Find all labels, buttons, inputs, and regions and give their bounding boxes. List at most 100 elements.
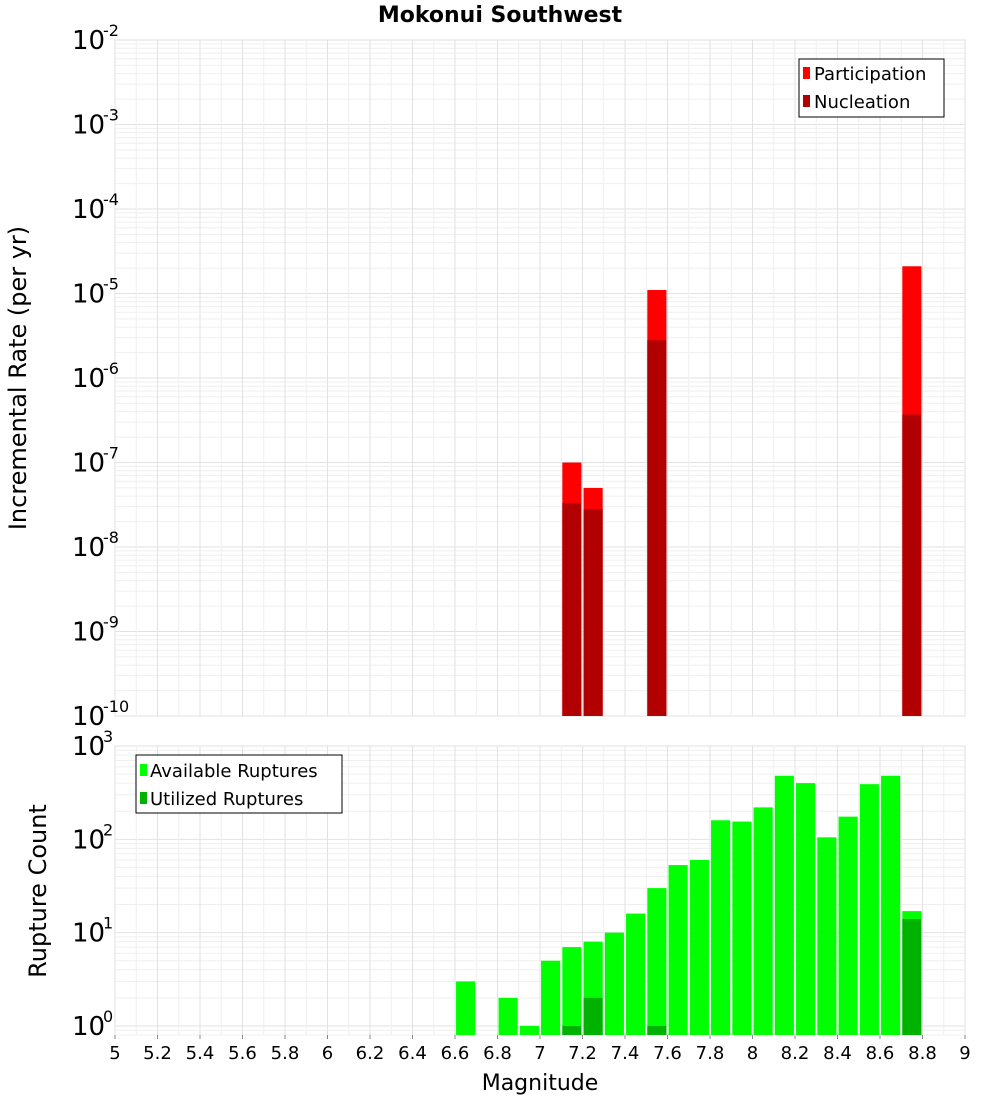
rate-y-axis-label: Incremental Rate (per yr) [4, 226, 32, 530]
x-tick-label: 8.2 [781, 1043, 810, 1064]
rate-y-tick-label: 10-2 [72, 21, 119, 56]
x-tick-label: 7.8 [696, 1043, 725, 1064]
x-ticks: 5 5.2 5.4 5.6 5.8 6 6.2 6.4 6.6 6.8 7 7.2 7.4 7.6 7.8 8… [109, 1035, 971, 1064]
tick-exponent: -2 [103, 21, 119, 40]
available-ruptures-bar [562, 947, 582, 1035]
count-y-tick-label: 101 [72, 914, 113, 949]
chart-title: Mokonui Southwest [378, 3, 623, 28]
tick-base: 10 [72, 1012, 105, 1042]
available-ruptures-bar [711, 820, 731, 1035]
x-tick-label: 9 [959, 1043, 970, 1064]
nucleation-legend-label: Nucleation [814, 92, 910, 113]
rate-y-tick-label: 10-6 [72, 359, 119, 394]
nucleation-bar [902, 414, 922, 716]
count-y-tick-label: 100 [72, 1007, 113, 1042]
utilized-ruptures-bar [583, 997, 603, 1035]
tick-exponent: 3 [103, 727, 113, 746]
rate-y-tick-label: 10-10 [72, 697, 129, 732]
available-ruptures-bar [689, 860, 709, 1035]
nucleation-bar [583, 509, 603, 716]
nucleation-bar [647, 340, 667, 716]
available-ruptures-bar [604, 932, 624, 1035]
utilized-ruptures-bar [562, 1025, 582, 1035]
rate-y-tick-label: 10-3 [72, 106, 119, 141]
x-tick-label: 7 [534, 1043, 545, 1064]
available-legend-swatch [140, 764, 147, 776]
tick-base: 10 [72, 702, 105, 732]
available-ruptures-bar [859, 784, 879, 1035]
x-tick-label: 8 [747, 1043, 758, 1064]
utilized-legend-label: Utilized Ruptures [150, 789, 303, 810]
available-ruptures-bar [541, 960, 561, 1035]
tick-exponent: -4 [103, 190, 119, 209]
tick-base: 10 [72, 111, 105, 141]
x-tick-label: 6.8 [483, 1043, 512, 1064]
x-tick-label: 7.6 [653, 1043, 682, 1064]
participation-legend-label: Participation [814, 64, 926, 85]
available-ruptures-bar [796, 783, 816, 1035]
available-ruptures-bar [668, 865, 688, 1035]
tick-exponent: 0 [103, 1007, 113, 1026]
rate-y-tick-label: 10-4 [72, 190, 119, 225]
tick-base: 10 [72, 732, 105, 762]
rate-gridlines [114, 39, 966, 717]
count-y-axis-label: Rupture Count [24, 804, 52, 978]
rate-y-tick-label: 10-7 [72, 444, 119, 479]
utilized-legend-swatch [140, 792, 147, 804]
x-tick-label: 7.2 [568, 1043, 597, 1064]
tick-exponent: -8 [103, 528, 119, 547]
rate-y-tick-label: 10-8 [72, 528, 119, 563]
x-tick-label: 7.4 [611, 1043, 640, 1064]
available-ruptures-bar [498, 997, 518, 1035]
available-ruptures-bar [647, 888, 667, 1035]
nucleation-legend-swatch [803, 95, 810, 107]
available-ruptures-bar [519, 1025, 539, 1035]
available-ruptures-bar [881, 775, 901, 1035]
x-tick-label: 6 [322, 1043, 333, 1064]
available-ruptures-bar [774, 775, 794, 1035]
tick-exponent: 1 [103, 914, 113, 933]
tick-base: 10 [72, 449, 105, 479]
x-tick-label: 5.6 [228, 1043, 257, 1064]
count-y-tick-label: 103 [72, 727, 113, 762]
rate-y-tick-label: 10-5 [72, 275, 119, 310]
count-legend: Available Ruptures Utilized Ruptures [135, 754, 343, 814]
x-tick-label: 6.6 [441, 1043, 470, 1064]
available-ruptures-bar [456, 981, 476, 1035]
tick-base: 10 [72, 26, 105, 56]
rate-y-tick-label: 10-9 [72, 613, 119, 648]
utilized-ruptures-bar [647, 1025, 667, 1035]
available-legend-label: Available Ruptures [150, 761, 318, 782]
tick-exponent: -3 [103, 106, 119, 125]
x-tick-label: 8.4 [823, 1043, 852, 1064]
x-tick-label: 5.4 [186, 1043, 215, 1064]
tick-exponent: 2 [103, 820, 113, 839]
x-tick-label: 6.2 [356, 1043, 385, 1064]
tick-base: 10 [72, 533, 105, 563]
tick-base: 10 [72, 825, 105, 855]
tick-exponent: -7 [103, 444, 119, 463]
x-tick-label: 8.6 [866, 1043, 895, 1064]
tick-exponent: -10 [103, 697, 129, 716]
rate-bars [562, 266, 922, 716]
tick-base: 10 [72, 364, 105, 394]
x-tick-label: 8.8 [908, 1043, 937, 1064]
tick-base: 10 [72, 919, 105, 949]
rate-legend-box [798, 58, 945, 118]
x-tick-label: 6.4 [398, 1043, 427, 1064]
count-legend-box [135, 754, 343, 814]
tick-base: 10 [72, 280, 105, 310]
x-tick-label: 5 [109, 1043, 120, 1064]
rate-legend: Participation Nucleation [798, 58, 945, 118]
available-ruptures-bar [838, 816, 858, 1035]
available-ruptures-bar [626, 913, 646, 1035]
count-bars [456, 775, 922, 1035]
nucleation-bar [562, 503, 582, 716]
available-ruptures-bar [817, 837, 837, 1035]
tick-base: 10 [72, 618, 105, 648]
participation-legend-swatch [803, 67, 810, 79]
tick-exponent: -9 [103, 613, 119, 632]
